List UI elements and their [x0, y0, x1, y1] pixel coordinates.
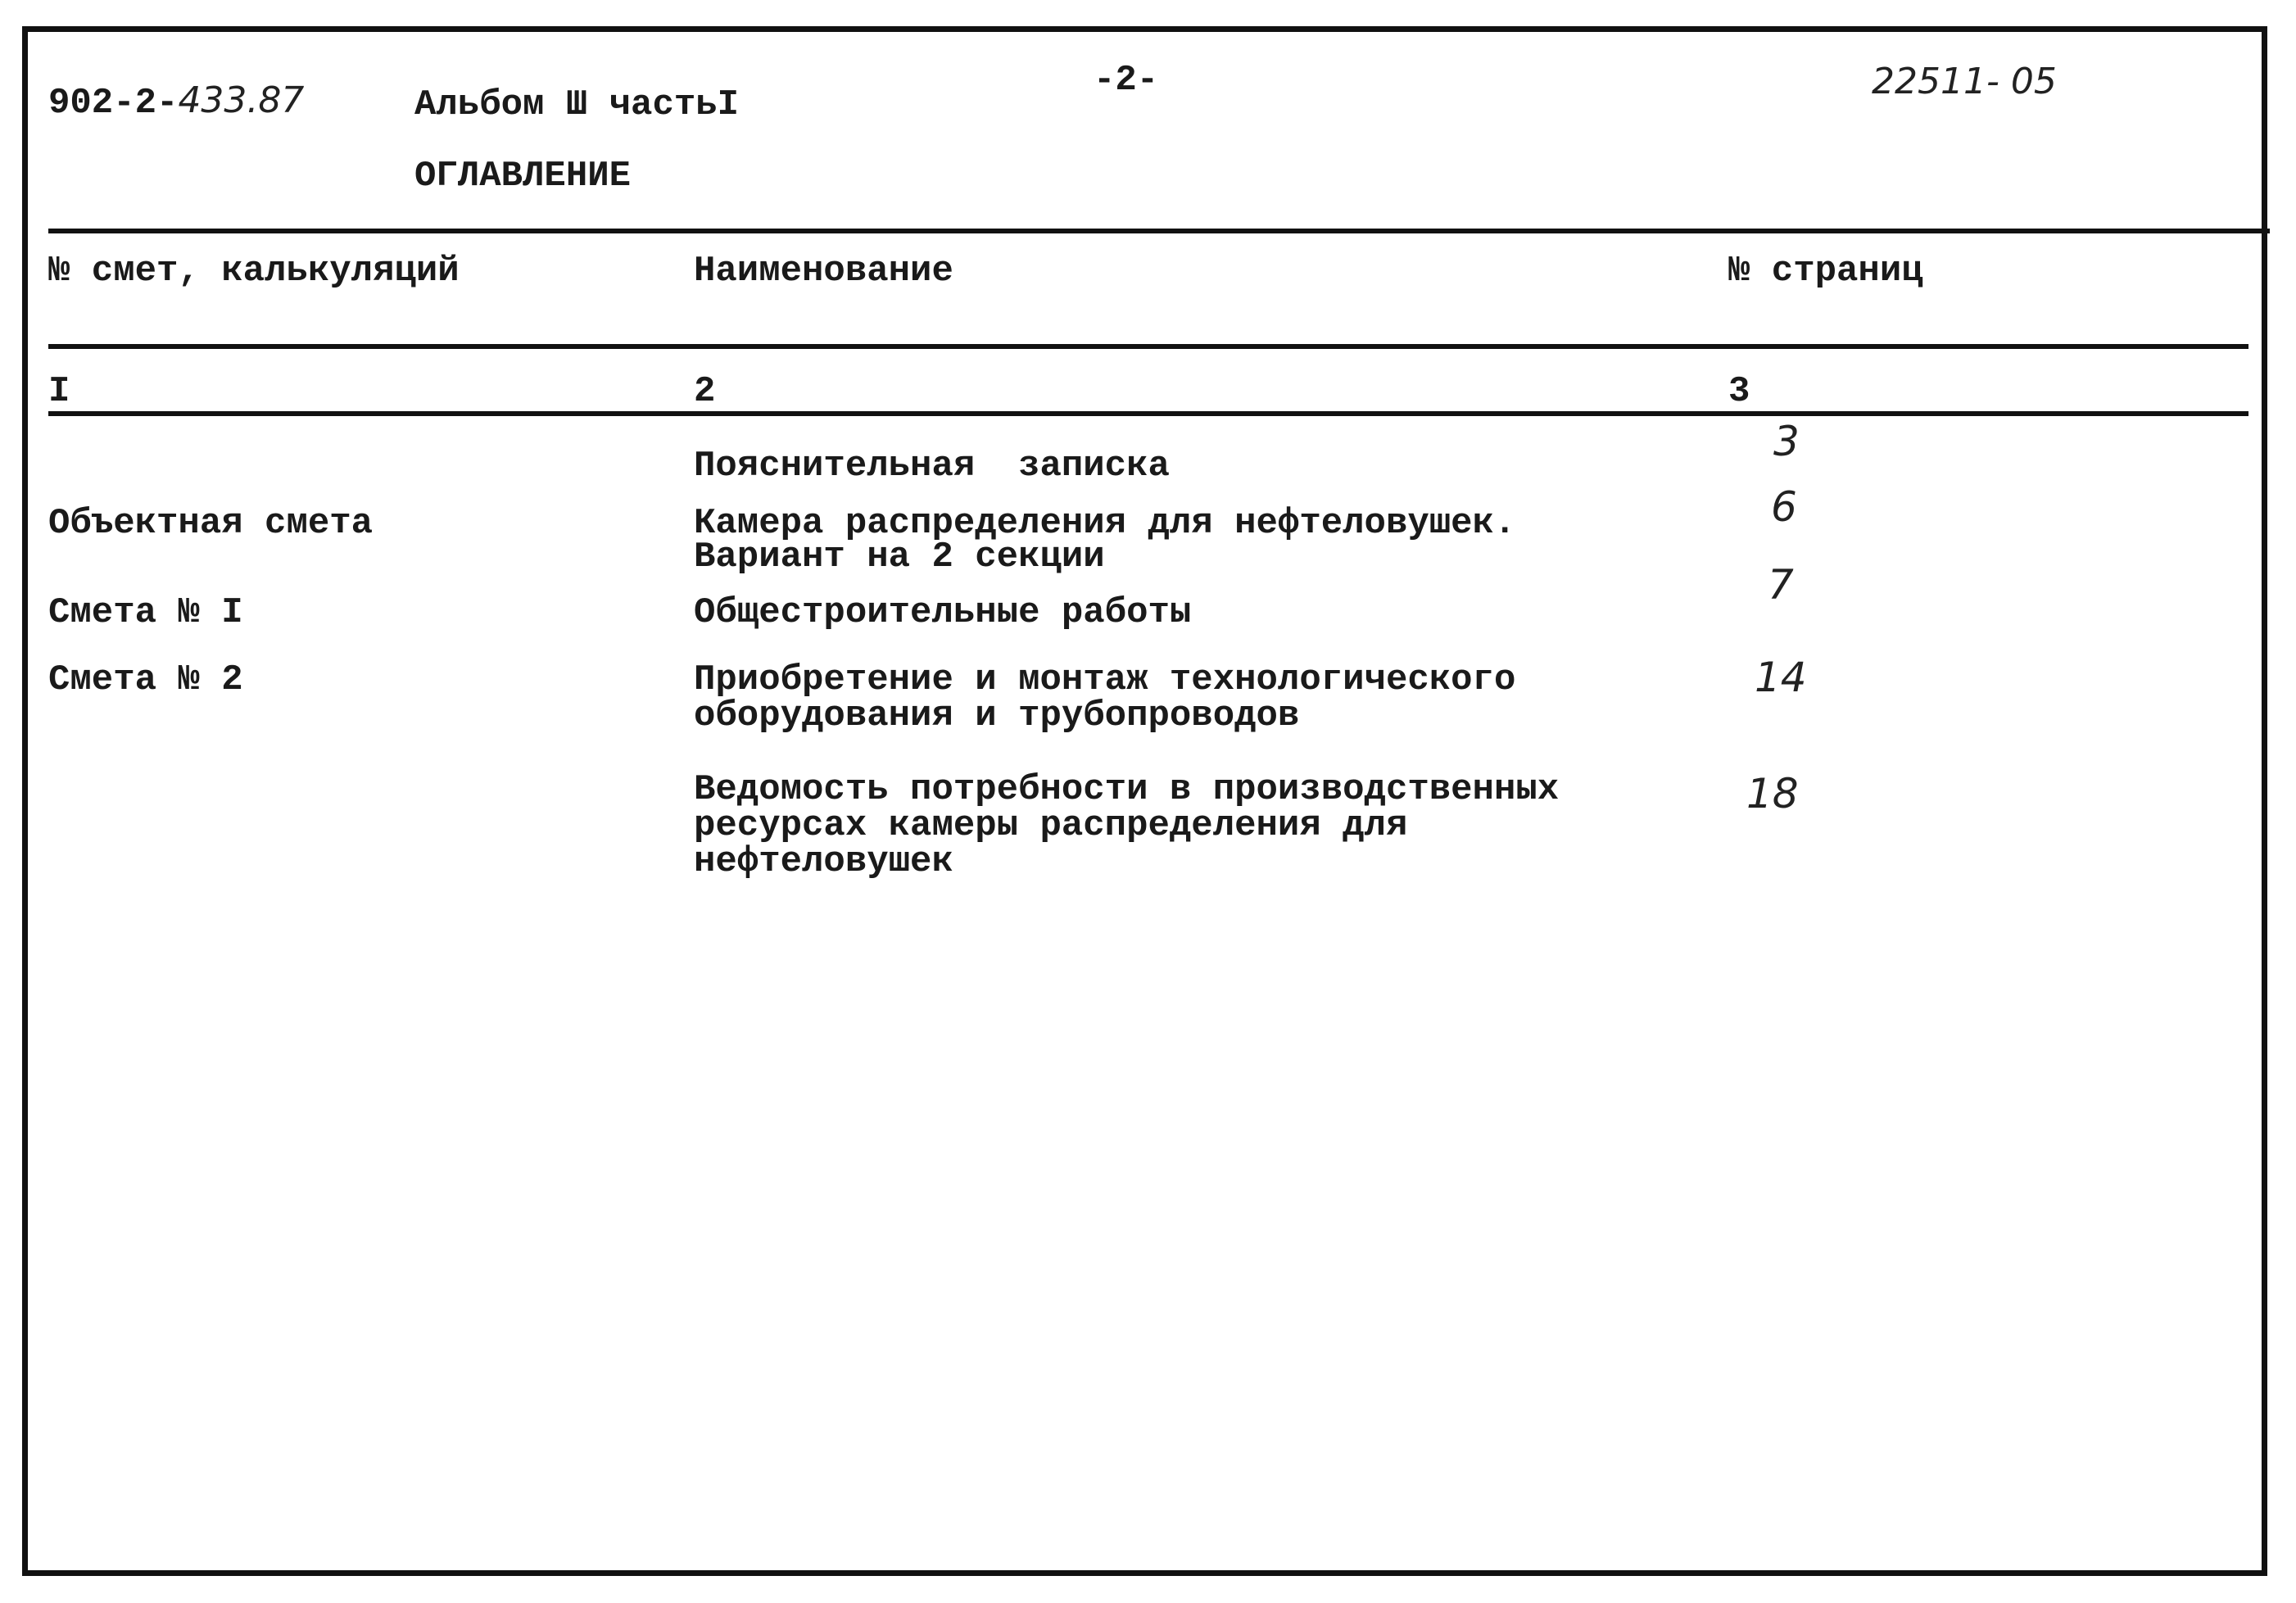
column-number-3: 3 [1728, 371, 1750, 412]
row-name: Ведомость потребности в производственных [694, 769, 1560, 810]
row-page: 14 [1755, 654, 1807, 701]
row-estimate: Объектная смета [48, 503, 374, 544]
document-code-printed: 902-2- [48, 83, 179, 124]
page-border [22, 26, 2267, 1576]
column-number-1: I [48, 371, 70, 412]
document-code: 902-2-433.87 [48, 82, 304, 122]
row-name: Камера распределения для нефтеловушек. [694, 503, 1516, 544]
row-name: Общестроительные работы [694, 592, 1192, 633]
row-name: Приобретение и монтаж технологического [694, 659, 1516, 700]
row-name-cont: нефтеловушек [694, 841, 953, 882]
column-header-pages: № страниц [1728, 251, 1923, 292]
row-name: Пояснительная записка [694, 446, 1170, 487]
page-title: ОГЛАВЛЕНИЕ [414, 156, 632, 197]
column-header-name: Наименование [694, 251, 953, 292]
divider-numbers [48, 411, 2248, 416]
column-header-estimate: № смет, калькуляций [48, 251, 460, 292]
row-estimate: Смета № 2 [48, 659, 243, 700]
divider-header [48, 344, 2248, 349]
row-name-cont: Вариант на 2 секции [694, 537, 1105, 577]
row-name-cont: ресурсах камеры распределения для [694, 805, 1408, 846]
column-number-2: 2 [694, 371, 716, 412]
page-number: -2- [1094, 60, 1159, 101]
album-label: Альбом Ш частьI [414, 84, 740, 125]
archive-number: 22511- 05 [1872, 61, 2057, 102]
divider-top [48, 229, 2270, 233]
row-estimate: Смета № I [48, 592, 243, 633]
row-page: 6 [1771, 483, 1797, 531]
row-name-cont: оборудования и трубопроводов [694, 695, 1300, 736]
row-page: 3 [1773, 418, 1800, 465]
document-code-handwritten: 433.87 [178, 79, 305, 121]
row-page: 18 [1746, 770, 1799, 817]
row-page: 7 [1768, 561, 1794, 609]
